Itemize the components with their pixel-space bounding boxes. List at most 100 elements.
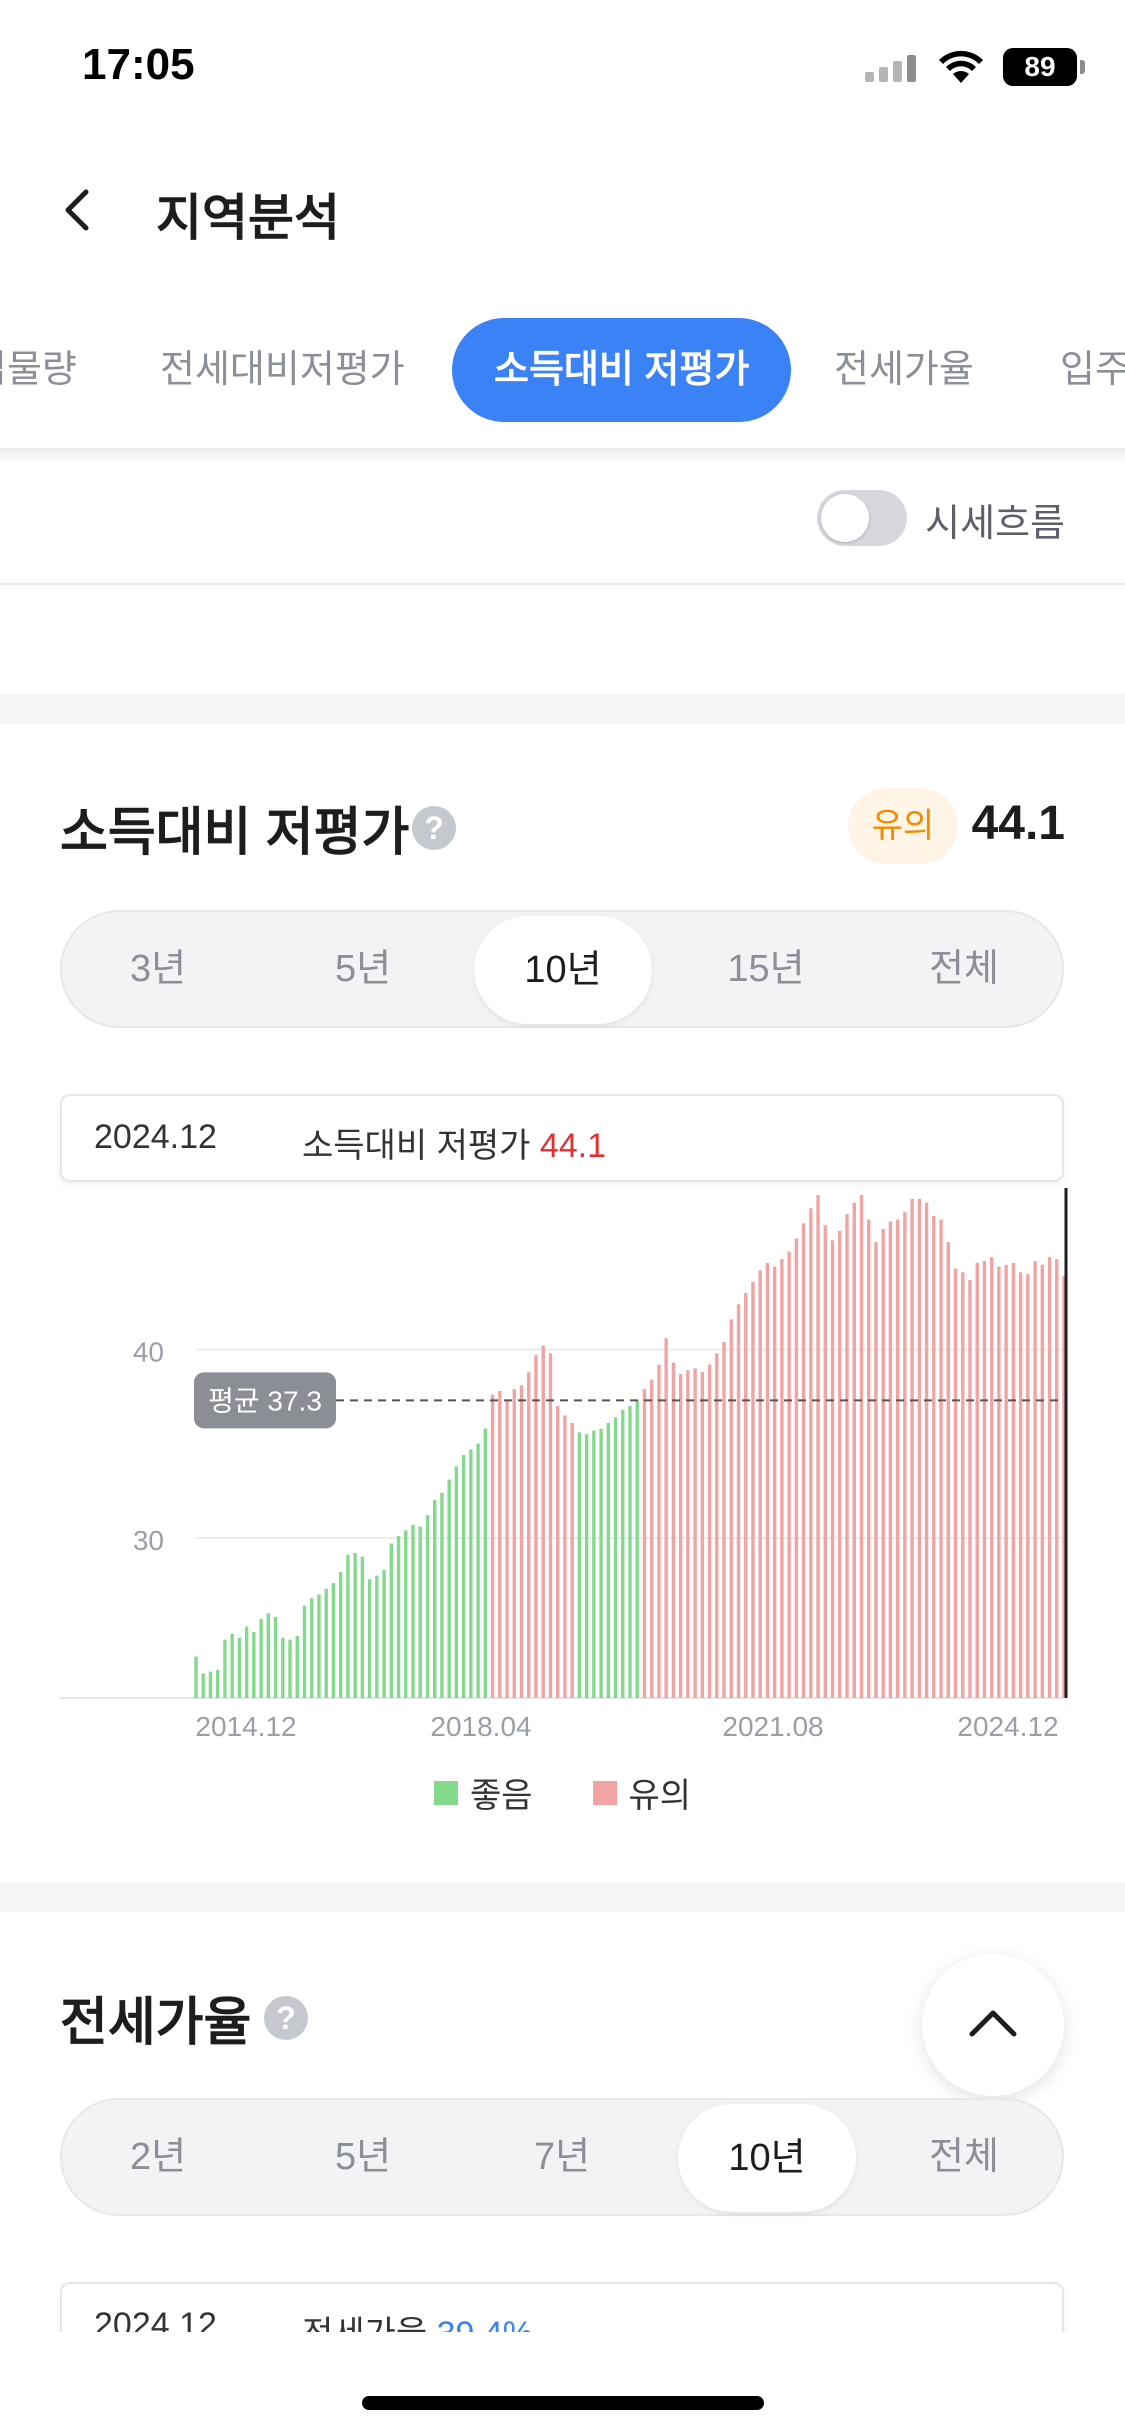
chart-bar	[642, 1389, 647, 1698]
price-trend-toggle[interactable]	[817, 490, 907, 546]
tab-move-in[interactable]: 입주	[1060, 349, 1125, 391]
price-trend-label: 시세흐름	[925, 503, 1065, 545]
chart-bar	[780, 1259, 784, 1698]
period-10y[interactable]: 10년	[474, 916, 652, 1024]
period-5y[interactable]: 5년	[334, 948, 392, 990]
period-all[interactable]: 전체	[929, 2136, 999, 2178]
chart-bar	[881, 1228, 885, 1698]
wifi-icon	[939, 50, 983, 83]
chart-bar	[317, 1594, 321, 1698]
chart-bar	[447, 1479, 451, 1698]
chart-bar	[353, 1552, 357, 1698]
chart-bar	[678, 1374, 683, 1698]
chart-bar	[859, 1195, 864, 1698]
chart-bar	[997, 1266, 1001, 1698]
chart-bar	[490, 1394, 495, 1698]
legend-swatch-caution	[592, 1780, 617, 1805]
chart-bar	[244, 1626, 249, 1698]
tooltip-label: 소득대비 저평가 44.1	[302, 1118, 606, 1167]
status-badge: 유의	[848, 788, 958, 864]
status-bar: 17:05 89	[0, 0, 1125, 140]
chart-bar	[1047, 1257, 1052, 1698]
chart-bar	[281, 1637, 285, 1698]
chart-bar	[237, 1637, 242, 1698]
tab-supply[interactable]: 입물량	[0, 349, 77, 391]
question-circle-icon[interactable]: ?	[412, 806, 456, 850]
chart-bar	[982, 1260, 987, 1698]
legend-item-caution: 유의	[592, 1768, 691, 1817]
chart-bar	[707, 1364, 712, 1698]
question-circle-icon[interactable]: ?	[264, 1996, 308, 2040]
chart-bar	[1033, 1260, 1037, 1698]
period-15y[interactable]: 15년	[727, 948, 805, 990]
chart-bar	[838, 1230, 842, 1698]
period-all[interactable]: 전체	[929, 948, 999, 990]
chart-bar	[338, 1571, 343, 1698]
bottom-safe-area	[0, 2332, 1125, 2436]
chart-bar	[946, 1242, 950, 1698]
chart-bar	[816, 1195, 820, 1698]
score-value: 44.1	[971, 797, 1065, 850]
tab-income-undervalue[interactable]: 소득대비 저평가	[452, 318, 792, 422]
period-2y[interactable]: 2년	[129, 2136, 187, 2178]
scroll-to-top-button[interactable]	[922, 1954, 1064, 2096]
chart-bar	[396, 1536, 401, 1698]
tooltip-label-text: 소득대비 저평가	[302, 1127, 531, 1165]
chart-bar	[454, 1466, 459, 1698]
legend-item-good: 좋음	[433, 1768, 533, 1817]
chart-bar	[577, 1432, 582, 1698]
chart-bar	[346, 1554, 350, 1698]
chart-bar	[498, 1390, 502, 1698]
chart-bar	[208, 1671, 213, 1698]
chart-bar	[1040, 1264, 1044, 1698]
period-5y[interactable]: 5년	[334, 2136, 392, 2178]
tab-jeonse-ratio[interactable]: 전세가율	[834, 349, 974, 391]
chart-bar	[541, 1345, 545, 1698]
chart-bar	[664, 1338, 668, 1698]
chart-bar	[404, 1530, 408, 1698]
chart-bar	[584, 1434, 589, 1698]
period-7y[interactable]: 7년	[533, 2136, 591, 2178]
chart-bar	[288, 1639, 292, 1698]
x-tick-label: 2014.12	[195, 1711, 296, 1742]
chart-bar	[867, 1219, 871, 1698]
chart-bar	[635, 1400, 639, 1698]
chart-bar	[302, 1605, 307, 1698]
chart-bar	[845, 1213, 849, 1698]
chart-bar	[801, 1223, 806, 1698]
chart-bar	[295, 1635, 299, 1698]
chart-bar	[621, 1409, 625, 1698]
chart-bar	[425, 1515, 430, 1698]
status-icons: 89	[865, 48, 1085, 86]
chart-bar	[924, 1202, 929, 1698]
chart-bar	[418, 1526, 422, 1698]
period-10y[interactable]: 10년	[678, 2104, 856, 2212]
tab-jeonse-undervalue[interactable]: 전세대비저평가	[160, 349, 405, 391]
chart-bar	[968, 1279, 972, 1698]
chart-bar	[505, 1400, 509, 1698]
chart-bar	[230, 1633, 234, 1698]
chart-tooltip: 2024.12 소득대비 저평가 44.1	[60, 1094, 1064, 1182]
section-divider	[0, 1882, 1125, 1912]
chart-bar	[932, 1215, 936, 1698]
chart-bar	[1011, 1262, 1016, 1698]
home-indicator	[362, 2396, 764, 2410]
chart-bar	[194, 1656, 198, 1698]
x-tick-label: 2024.12	[957, 1711, 1058, 1742]
chart-bar	[1026, 1274, 1030, 1698]
chart-bar	[519, 1385, 524, 1698]
y-tick-label: 40	[133, 1337, 164, 1368]
chart-bar	[548, 1353, 553, 1698]
period-3y[interactable]: 3년	[129, 948, 187, 990]
chevron-left-icon[interactable]	[50, 182, 106, 238]
chart-bar	[722, 1341, 726, 1698]
chart-bar	[787, 1251, 791, 1698]
chart-bar	[686, 1370, 690, 1698]
chart-bar	[700, 1372, 705, 1698]
chart-bar	[715, 1353, 719, 1698]
chart-bar	[606, 1422, 610, 1698]
chart-bar	[512, 1389, 516, 1698]
toggle-knob	[821, 494, 869, 542]
chart-bar	[751, 1281, 755, 1698]
chart-bar	[975, 1262, 979, 1698]
